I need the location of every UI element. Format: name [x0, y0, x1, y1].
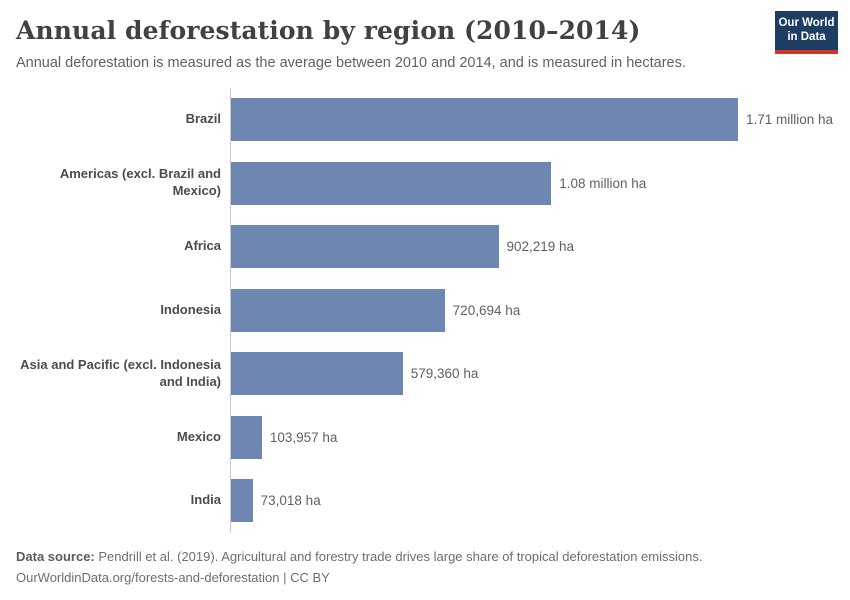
value-label: 902,219 ha [506, 239, 575, 255]
license-link[interactable]: OurWorldinData.org/forests-and-deforesta… [16, 570, 330, 585]
bar-row: Mexico 103,957 ha [0, 405, 850, 469]
chart-header: Annual deforestation by region (2010–201… [16, 16, 760, 73]
chart-title: Annual deforestation by region (2010–201… [16, 16, 641, 45]
category-label: Americas (excl. Brazil and Mexico) [59, 166, 221, 199]
category-label: Africa [184, 238, 221, 254]
bar-chart: Brazil 1.71 million ha Americas (excl. Bra… [0, 88, 850, 533]
plot-area: 902,219 ha [230, 215, 850, 279]
data-source-label: Data source: [16, 549, 95, 564]
bar [231, 225, 499, 269]
bar [231, 479, 253, 523]
bar-row: Africa 902,219 ha [0, 215, 850, 279]
value-label: 73,018 ha [260, 493, 321, 509]
plot-area: 720,694 ha [230, 278, 850, 342]
bar-row: Americas (excl. Brazil and Mexico) 1.08 m… [0, 151, 850, 215]
plot-area: 103,957 ha [230, 405, 850, 469]
bar-row: India 73,018 ha [0, 469, 850, 533]
value-label: 103,957 ha [269, 429, 338, 445]
category-label: Brazil [185, 111, 221, 127]
owid-logo-line2: in Data [787, 30, 826, 43]
data-source-line: Data source: Pendrill et al. (2019). Agr… [16, 546, 834, 567]
bar [231, 98, 738, 142]
bar-row: Brazil 1.71 million ha [0, 88, 850, 152]
category-label: Mexico [176, 428, 221, 444]
chart-subtitle: Annual deforestation is measured as the … [16, 55, 686, 71]
plot-area: 579,360 ha [230, 342, 850, 406]
value-label: 1.71 million ha [746, 112, 834, 128]
owid-logo-line1: Our World [778, 17, 835, 29]
plot-area: 1.08 million ha [230, 151, 850, 215]
chart-footer: Data source: Pendrill et al. (2019). Agr… [16, 546, 834, 588]
bar [231, 161, 552, 205]
bar-row: Indonesia 720,694 ha [0, 278, 850, 342]
category-label: Indonesia [160, 301, 221, 317]
bar [231, 288, 445, 332]
category-label: India [190, 492, 221, 508]
bar [231, 352, 403, 396]
category-label: Asia and Pacific (excl. Indonesia and In… [20, 356, 221, 389]
plot-area: 1.71 million ha [230, 88, 850, 152]
bar [231, 415, 262, 459]
value-label: 720,694 ha [452, 302, 521, 318]
plot-area: 73,018 ha [230, 469, 850, 533]
value-label: 579,360 ha [410, 366, 479, 382]
data-source-text: Pendrill et al. (2019). Agricultural and… [94, 549, 703, 564]
owid-logo[interactable]: Our World in Data [775, 11, 838, 54]
value-label: 1.08 million ha [559, 175, 647, 191]
bar-row: Asia and Pacific (excl. Indonesia and In… [0, 342, 850, 406]
